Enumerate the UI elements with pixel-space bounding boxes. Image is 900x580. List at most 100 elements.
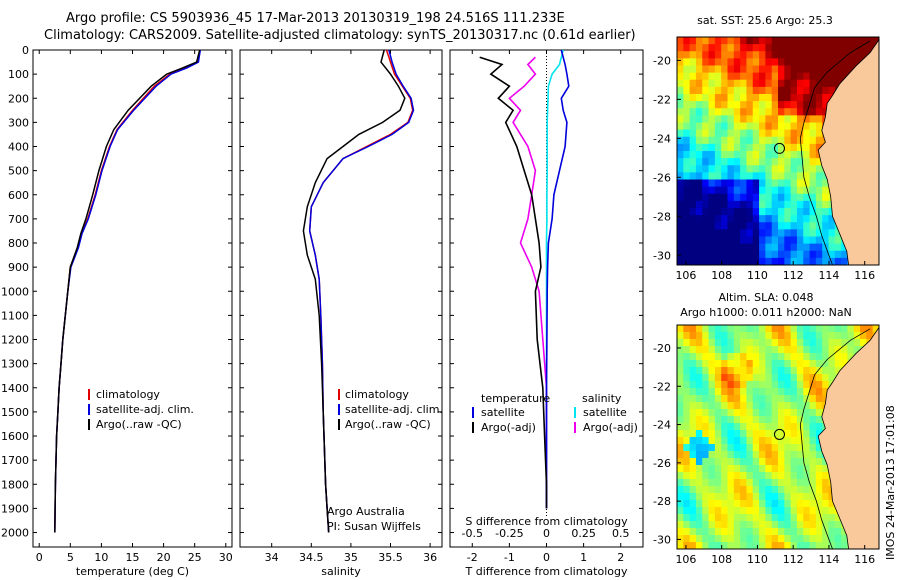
map-cell [815,65,823,74]
map-cell [841,257,849,265]
map-cell [727,236,735,245]
map-cell [815,243,823,252]
map-cell [689,236,697,245]
map-cell [834,332,842,340]
map-cell [683,465,691,473]
map-cell [689,129,697,138]
map-cell [752,332,760,340]
map-ytick-label: -26 [653,171,671,184]
map-cell [790,37,798,45]
map-cell [746,37,754,45]
map-cell [778,229,785,238]
map-cell [809,381,817,389]
map-cell [784,486,792,494]
map-cell [695,465,703,473]
map-cell [695,479,703,487]
map-cell [815,451,823,459]
map-cell [822,493,830,501]
map-cell [759,486,766,494]
map-cell [815,388,823,396]
map-cell [752,493,760,501]
map-cell [778,222,785,230]
map-cell [727,136,735,145]
map-cell [721,94,729,102]
map-cell [828,500,836,508]
map-cell [834,243,842,252]
map-cell [702,395,710,403]
map-cell [714,451,722,459]
map-cell [803,486,811,494]
map-cell [841,339,849,347]
map-cell [796,444,804,452]
map-cell [765,535,773,543]
map-cell [778,479,785,487]
map-cell [765,472,773,480]
map-cell [790,108,798,116]
map-cell [689,500,697,508]
map-cell [828,346,836,354]
map-cell [784,402,792,410]
map-cell [784,325,792,333]
map-cell [683,416,691,424]
map-cell [809,94,817,102]
map-cell [765,465,773,473]
map-cell [765,65,773,74]
map-cell [683,136,691,145]
map-cell [740,339,748,347]
map-cell [695,500,703,508]
map-cell [683,129,691,138]
map-cell [695,186,703,195]
map-cell [784,51,792,59]
map-cell [714,122,722,131]
map-cell [708,186,716,195]
map-cell [740,215,748,223]
map-cell [746,395,754,403]
map-cell [771,493,779,501]
map-cell [759,402,766,410]
map-cell [759,507,766,515]
map-cell [721,186,729,195]
map-cell [771,65,779,74]
map-cell [828,65,836,74]
map-cell [752,151,760,159]
map-cell [727,129,735,138]
map-cell [727,37,735,45]
map-cell [803,108,811,116]
map-cell [790,236,798,245]
map-cell [727,115,735,124]
map-cell [809,444,817,452]
map-cell [708,486,716,494]
map-cell [695,172,703,181]
map-cell [828,339,836,347]
map-cell [803,58,811,67]
map-cell [778,472,785,480]
map-cell [714,367,722,375]
map-cell [841,346,849,354]
map-cell [708,528,716,536]
map-cell [784,236,792,245]
map-cell [784,229,792,238]
map-cell [784,215,792,223]
map-cell [771,458,779,466]
map-cell [771,332,779,340]
map-cell [778,409,785,417]
map-cell [778,423,785,431]
land-shape [817,37,879,265]
map-cell [752,353,760,361]
map-cell [740,360,748,368]
map-cell [752,37,760,45]
map-cell [822,367,830,375]
map-cell [740,37,748,45]
map-cell [796,257,804,265]
map-cell [790,381,798,389]
map-cell [708,172,716,181]
map-cell [790,416,798,424]
map-cell [689,158,697,166]
map-cell [695,136,703,145]
map-cell [714,172,722,181]
map-cell [765,44,773,52]
map-cell [677,51,684,59]
map-cell [815,86,823,95]
map-cell [822,193,830,202]
map-cell [683,458,691,466]
